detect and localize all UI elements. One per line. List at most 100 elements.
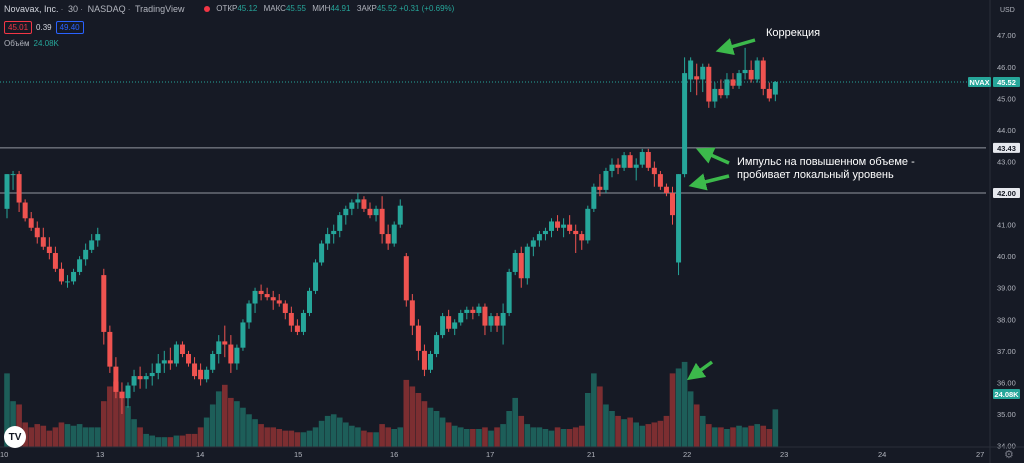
volume-bar [409, 386, 416, 447]
volume-bar [421, 401, 428, 447]
annotations: Коррекция Импульс на повышенном объеме -п… [686, 27, 915, 381]
volume-bar [706, 424, 712, 447]
candle-body [760, 60, 766, 89]
candle [742, 47, 748, 80]
candle-body [173, 344, 179, 364]
green-arrow-icon [686, 360, 714, 381]
volume-bar [585, 393, 591, 447]
candle-body [137, 376, 143, 380]
volume-bar [391, 429, 397, 447]
price-candles [4, 47, 778, 414]
volume-bar [385, 427, 391, 447]
volume-bar [258, 424, 264, 447]
volume-bar [427, 407, 434, 447]
candle-body [597, 186, 603, 190]
volume-bar [222, 384, 228, 447]
volume-bar [621, 419, 627, 447]
candle-body [500, 312, 506, 326]
candle-body [567, 224, 573, 231]
candle [186, 350, 191, 367]
candle-body [428, 354, 433, 370]
candle [446, 309, 452, 332]
candle [657, 170, 663, 190]
candle-body [337, 215, 343, 231]
volume-bar [143, 433, 149, 447]
candle-body [403, 256, 409, 301]
candle-body [766, 88, 772, 99]
candle-body [234, 347, 240, 364]
candle-body [657, 174, 663, 187]
volume-bar [234, 401, 240, 447]
candle-body [446, 316, 452, 329]
candle [591, 183, 597, 212]
candle [397, 199, 403, 228]
candle-body [10, 174, 16, 176]
volume-bar [687, 391, 694, 447]
candle-body [688, 60, 694, 80]
volume-bar [246, 414, 252, 447]
candle [343, 205, 349, 225]
volume-bar [28, 427, 34, 447]
volume-badge: 24.08K [993, 389, 1020, 399]
level-badge-low: 42.00 [993, 188, 1020, 199]
buy-button[interactable]: 49.40 [55, 21, 84, 34]
candle [246, 300, 252, 329]
tradingview-logo-icon[interactable]: TV [4, 426, 26, 448]
candle [234, 344, 240, 370]
candle [264, 287, 270, 301]
gear-icon[interactable]: ⚙ [1004, 449, 1014, 461]
volume-bar [185, 433, 192, 447]
exchange-label: NASDAQ [87, 4, 126, 14]
candle-body [131, 376, 137, 386]
candle-body [282, 303, 288, 313]
symbol-name[interactable]: Novavax, Inc. [4, 4, 59, 14]
candle [718, 79, 724, 99]
candle-body [343, 208, 349, 216]
candle-body [452, 322, 458, 329]
candle-body [409, 300, 415, 326]
candle [512, 249, 518, 276]
candle [730, 73, 736, 89]
volume-bar [433, 411, 440, 447]
volume-bar [470, 429, 476, 447]
volume-badge-bg [993, 389, 1020, 399]
correction-annotation: Коррекция [766, 27, 820, 39]
candle [524, 243, 530, 285]
candle-body [331, 230, 337, 235]
candle [294, 319, 300, 336]
candle-body [682, 73, 688, 175]
candle [464, 306, 470, 320]
candle-body [397, 205, 403, 225]
volume-bar [675, 368, 682, 447]
candle-body [524, 246, 530, 279]
volume-legend[interactable]: Объём 24.08K [4, 39, 59, 48]
candle [210, 350, 216, 373]
candle [621, 152, 627, 171]
symbol-info[interactable]: Novavax, Inc. · 30 · NASDAQ · TradingView [4, 4, 185, 14]
volume-bar [52, 427, 59, 447]
volume-bar [276, 429, 283, 447]
candle-body [119, 391, 125, 399]
candle [113, 357, 119, 399]
volume-bar [439, 417, 446, 447]
volume-bar [415, 393, 422, 447]
price-axis[interactable]: USD 47.00 46.00 45.00 44.00 43.00 42.00 41.00 40… [968, 0, 1020, 463]
candle-body [700, 66, 706, 80]
volume-bar [355, 427, 361, 447]
volume-bar [107, 386, 113, 447]
interval-label[interactable]: 30 [68, 4, 79, 14]
candle [385, 224, 391, 250]
volume-bar [173, 435, 180, 447]
candle [760, 57, 766, 96]
time-axis[interactable]: 10 13 14 15 16 17 21 22 23 24 27 [0, 446, 1024, 459]
volume-bar [500, 424, 506, 447]
volume-bar [718, 427, 724, 447]
sell-button[interactable]: 45.01 [4, 21, 33, 34]
volume-bar [312, 427, 319, 447]
time-label: 10 [0, 450, 8, 459]
price-tick-label: 45.00 [997, 94, 1016, 103]
candle-body [40, 237, 46, 247]
candle [452, 319, 458, 336]
candle [379, 196, 385, 244]
